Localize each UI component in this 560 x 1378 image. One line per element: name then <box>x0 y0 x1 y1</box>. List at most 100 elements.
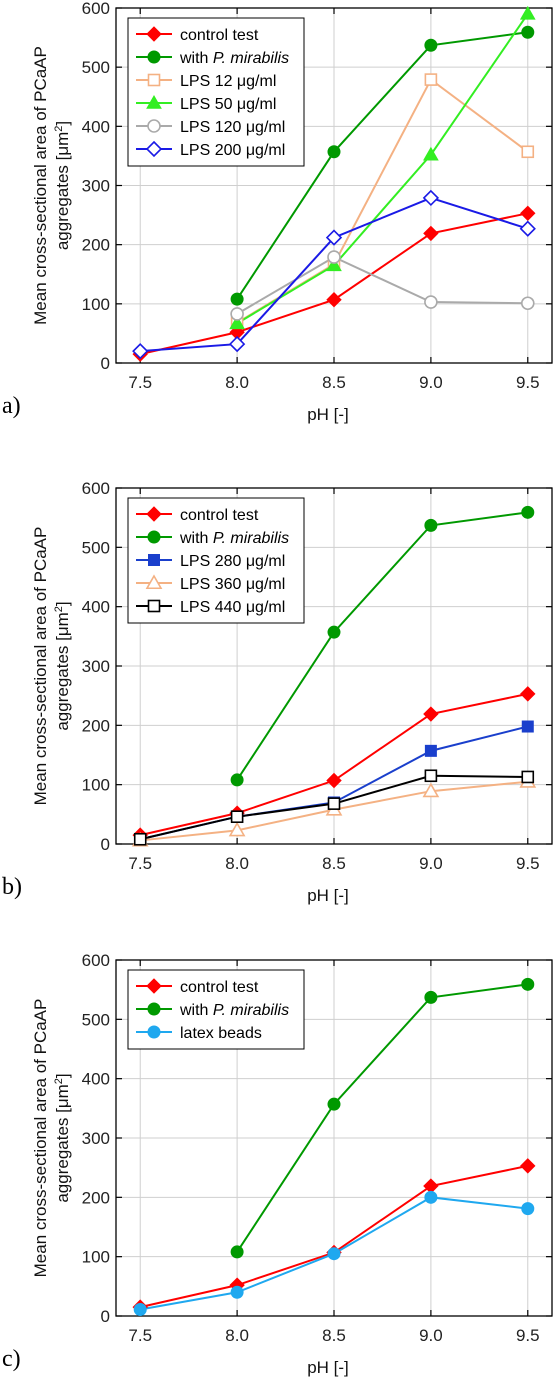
x-tick-label: 8.0 <box>225 373 249 392</box>
x-tick-label: 7.5 <box>128 373 152 392</box>
y-axis-label-line2: aggregates [μm2] <box>53 601 72 730</box>
y-tick-label: 200 <box>82 716 110 735</box>
data-point-s1-p2 <box>327 625 341 639</box>
y-tick-label: 200 <box>82 1188 110 1207</box>
data-point-s4-p3 <box>424 295 438 309</box>
x-tick-label: 8.0 <box>225 854 249 873</box>
series-line-1 <box>236 983 528 1253</box>
legend-label: with P. mirabilis <box>179 1002 289 1019</box>
data-point-s4-p3 <box>424 769 438 783</box>
x-tick-label: 8.5 <box>322 373 346 392</box>
x-tick-label: 8.5 <box>322 854 346 873</box>
x-tick-label: 7.5 <box>128 854 152 873</box>
legend-label: LPS 360 μg/ml <box>180 576 285 593</box>
data-point-s1-p1 <box>230 1245 244 1259</box>
data-point-s0-p3 <box>423 706 439 722</box>
y-tick-label: 100 <box>82 295 110 314</box>
legend-marker <box>146 26 162 42</box>
data-point-s4-p2 <box>327 250 341 264</box>
data-point-s5-p0 <box>132 343 149 360</box>
y-tick-label: 500 <box>82 538 110 557</box>
data-point-s3-p2 <box>326 257 342 272</box>
data-point-s3-p1 <box>228 821 246 837</box>
legend-label: control test <box>180 507 259 524</box>
x-tick-label: 9.0 <box>419 854 443 873</box>
legend-marker <box>147 119 161 133</box>
legend <box>127 17 305 167</box>
data-point-s1-p3 <box>424 990 438 1004</box>
legend-marker <box>147 50 161 64</box>
y-tick-label: 400 <box>82 117 110 136</box>
data-point-s4-p4 <box>520 296 535 311</box>
data-point-s5-p3 <box>422 189 440 207</box>
x-tick-label: 8.5 <box>322 1326 346 1345</box>
data-point-s0-p4 <box>520 686 536 702</box>
data-point-s1-p1 <box>230 292 244 306</box>
data-point-s0-p2 <box>326 291 342 308</box>
y-tick-label: 600 <box>82 0 110 18</box>
series-line-1 <box>236 511 528 781</box>
y-tick-label: 200 <box>82 236 110 255</box>
data-point-s4-p1 <box>230 307 244 321</box>
panel-label: b) <box>2 874 22 900</box>
data-point-s5-p2 <box>325 229 343 246</box>
y-axis-label-line2: aggregates [μm2] <box>53 121 72 250</box>
legend-label: latex beads <box>180 1025 262 1042</box>
data-point-s2-p4 <box>521 720 534 733</box>
chart-panel-b: 7.5 8.0 8.5 9.0 9.5 0 100 200 300 400 500 600 pH [-]… <box>2 479 553 905</box>
data-point-s2-p3 <box>424 744 437 757</box>
legend-label: with P. mirabilis <box>179 50 289 67</box>
data-point-s1-p2 <box>327 1097 341 1111</box>
x-tick-label: 9.5 <box>516 1326 540 1345</box>
data-point-s5-p4 <box>519 220 536 237</box>
panel-label: a) <box>2 393 21 419</box>
legend-label: LPS 12 μg/ml <box>180 73 276 90</box>
legend-label: LPS 440 μg/ml <box>180 599 285 616</box>
y-axis-label-line2: aggregates [μm2] <box>53 1073 72 1202</box>
data-point-s0-p4 <box>520 205 536 222</box>
y-axis-label-line1: Mean cross-sectional area of PCaAP <box>31 46 50 325</box>
x-tick-label: 9.5 <box>516 373 540 392</box>
legend-marker <box>146 978 162 994</box>
legend-marker <box>147 599 161 613</box>
legend-marker <box>147 1025 161 1039</box>
legend-marker <box>148 554 160 566</box>
data-point-s1-p3 <box>424 518 438 532</box>
data-point-s1-p1 <box>230 773 244 787</box>
legend-marker <box>147 1002 161 1016</box>
y-tick-label: 0 <box>101 835 110 854</box>
legend-marker <box>146 94 162 109</box>
legend-label: LPS 50 μg/ml <box>180 96 276 113</box>
data-point-s4-p0 <box>133 832 147 846</box>
legend-label: LPS 280 μg/ml <box>180 553 285 570</box>
data-point-s2-p4 <box>521 1202 535 1216</box>
data-point-s0-p2 <box>326 772 342 789</box>
data-point-s3-p4 <box>519 5 536 20</box>
data-point-s2-p4 <box>521 145 535 159</box>
y-tick-label: 400 <box>82 1070 110 1089</box>
legend-marker <box>147 530 161 544</box>
data-point-s4-p1 <box>230 810 244 824</box>
x-tick-label: 9.0 <box>419 1326 443 1345</box>
y-tick-label: 600 <box>82 951 110 970</box>
legend-label: control test <box>180 27 259 44</box>
x-axis-label: pH [-] <box>307 1358 349 1377</box>
x-tick-label: 9.5 <box>516 854 540 873</box>
chart-panel-a: 7.5 8.0 8.5 9.0 9.5 0 100 200 300 400 500 600 pH [-]… <box>2 0 553 424</box>
y-tick-label: 300 <box>82 657 110 676</box>
data-point-s1-p4 <box>521 977 535 991</box>
data-point-s0-p3 <box>423 225 439 242</box>
data-point-s2-p2 <box>327 1247 341 1261</box>
x-tick-label: 9.0 <box>419 373 443 392</box>
data-point-s4-p2 <box>327 797 341 810</box>
data-point-s2-p1 <box>230 1285 244 1299</box>
x-tick-label: 8.0 <box>225 1326 249 1345</box>
data-point-s1-p4 <box>521 25 535 39</box>
x-axis-label: pH [-] <box>307 405 349 424</box>
y-tick-label: 500 <box>82 1010 110 1029</box>
legend-label: control test <box>180 979 259 996</box>
x-tick-label: 7.5 <box>128 1326 152 1345</box>
y-tick-label: 300 <box>82 177 110 196</box>
y-tick-label: 500 <box>82 58 110 77</box>
